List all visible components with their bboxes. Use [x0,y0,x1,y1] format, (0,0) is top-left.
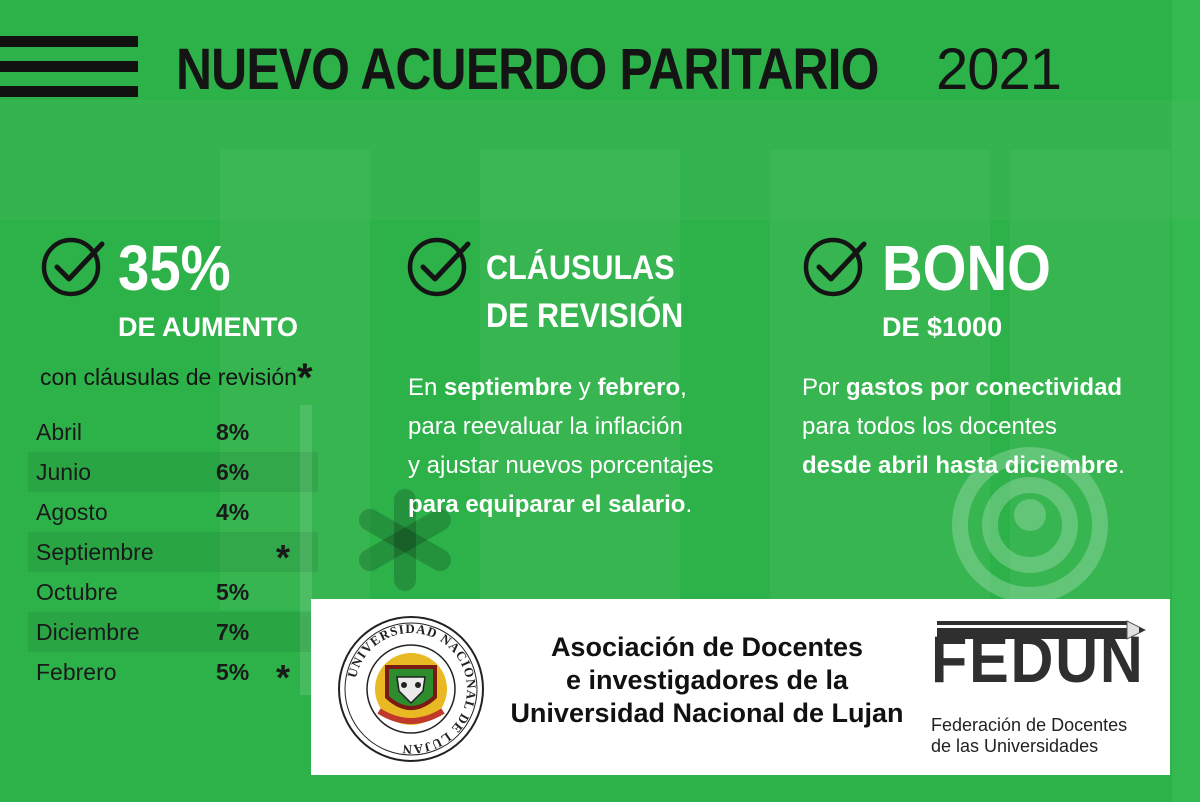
fedun-subtitle: Federación de Docentes de las Universida… [931,715,1128,756]
title-year: 2021 [936,37,1062,102]
asterisk-icon [359,489,451,591]
month-row: Febrero 5% * [36,657,291,698]
month-row: Abril 8% [36,418,250,445]
check-circle-icon [40,234,106,300]
revision-note: con cláusulas de revisión* [40,356,313,400]
revision-description: En septiembre y febrero, para reevaluar … [408,374,714,518]
fedun-logo: FEDUN Federación de Docentes de las Univ… [931,617,1161,767]
bonus-description: Por gastos por conectividad para todos l… [802,374,1125,479]
footer-logos: UNIVERSIDAD NACIONAL DE LUJAN Asociación… [311,599,1170,775]
wifi-person-icon [952,447,1108,603]
university-seal-logo: UNIVERSIDAD NACIONAL DE LUJAN [338,616,484,762]
association-name: Asociación de Docentes e investigadores … [510,632,904,728]
month-row: Diciembre 7% [28,612,318,652]
revision-title: CLÁUSULAS DE REVISIÓN [486,249,684,335]
check-circle-icon [802,234,868,300]
month-row: Septiembre * [28,532,318,578]
month-row: Octubre 5% [36,578,250,605]
page-title: NUEVO ACUERDO PARITARIO 2021 [176,37,1062,102]
header-bars [0,36,138,111]
pencil-icon [937,620,1147,640]
bonus-title: BONO [882,232,1051,304]
bonus-amount: DE $1000 [882,312,1003,342]
month-row: Junio 6% [28,452,318,492]
check-circle-icon [406,234,472,300]
month-row: Agosto 4% [36,498,250,525]
increase-label: DE AUMENTO [118,312,299,342]
fedun-wordmark: FEDUN [931,622,1145,696]
month-table: Abril 8% Junio 6% Agosto 4% Septiembre * Oct… [28,412,318,698]
increase-percentage: 35% [118,232,231,304]
